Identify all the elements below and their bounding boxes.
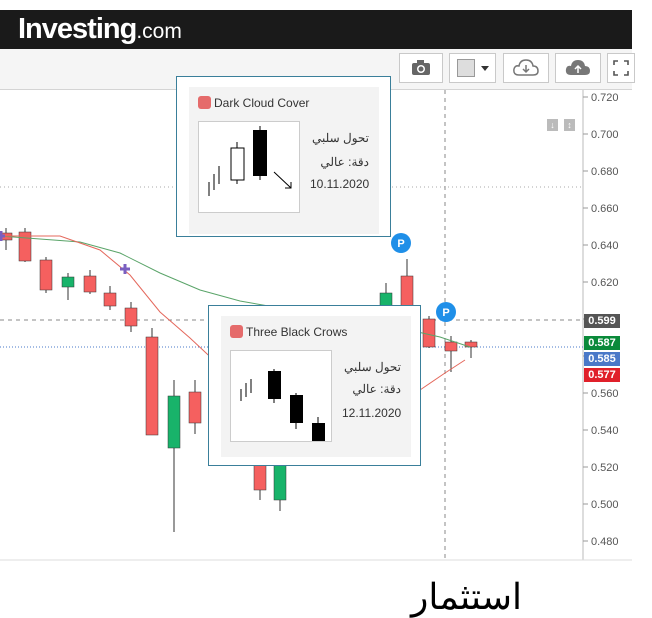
scroll-down-icon[interactable]: ↓	[547, 119, 558, 131]
pattern-tooltip-three-crows: Three Black Crows تحول سلبي دقة: عالي 12…	[208, 305, 421, 466]
tooltip-title: Dark Cloud Cover	[214, 96, 310, 110]
top-strip	[0, 0, 652, 10]
price-tick-label: 0.620	[591, 277, 619, 289]
signal-accuracy: دقة: عالي	[352, 382, 401, 396]
marker-label: P	[397, 238, 404, 250]
candle[interactable]	[464, 340, 478, 358]
signal-type: تحول سلبي	[312, 131, 369, 145]
marker-label: P	[442, 307, 449, 319]
candle[interactable]	[124, 302, 138, 332]
price-tick-label: 0.660	[591, 203, 619, 215]
candle[interactable]	[61, 273, 75, 300]
signal-date: 12.11.2020	[342, 406, 402, 420]
candle[interactable]	[188, 380, 202, 434]
signal-accuracy: دقة: عالي	[320, 155, 369, 169]
color-swatch	[456, 59, 475, 77]
price-tick-label: 0.520	[591, 462, 619, 474]
candle[interactable]	[83, 270, 97, 294]
candle[interactable]	[145, 328, 159, 436]
price-tick-label: 0.700	[591, 129, 619, 141]
price-label-low: 0.577	[584, 368, 620, 382]
price-label-last: 0.599	[584, 314, 620, 328]
chart-toolbar	[0, 49, 635, 90]
cloud-upload-button[interactable]	[555, 53, 601, 83]
price-tick-label: 0.560	[591, 388, 619, 400]
price-tick-label: 0.480	[591, 536, 619, 548]
signal-date: 10.11.2020	[310, 177, 370, 191]
price-label-current: 0.585	[584, 352, 620, 366]
logo-main: Investing	[18, 13, 137, 45]
expand-icon[interactable]: ↕	[564, 119, 575, 131]
candle[interactable]	[422, 316, 436, 348]
fullscreen-button[interactable]	[607, 53, 635, 83]
bear-icon	[198, 96, 211, 109]
cloud-download-button[interactable]	[503, 53, 549, 83]
site-header: Investing.com	[0, 10, 632, 49]
price-tick-label: 0.540	[591, 425, 619, 437]
price-tick-label: 0.640	[591, 240, 619, 252]
cloud-upload-icon	[565, 60, 590, 75]
tooltip-card: Three Black Crows تحول سلبي دقة: عالي 12…	[221, 316, 411, 457]
price-tick-label: 0.720	[591, 92, 619, 104]
pattern-thumbnail	[198, 121, 300, 213]
candle[interactable]	[39, 257, 53, 293]
price-label-high: 0.587	[584, 336, 620, 350]
pattern-marker[interactable]: P	[391, 233, 411, 253]
pattern-thumbnail	[230, 350, 332, 442]
candle[interactable]	[18, 228, 32, 262]
color-picker-button[interactable]	[449, 53, 496, 83]
candle[interactable]	[103, 286, 117, 310]
pattern-tooltip-dark-cloud: Dark Cloud Cover تحول سلبي دقة: عالي 10.…	[176, 76, 391, 237]
investing-logo[interactable]: Investing.com	[18, 12, 182, 49]
chevron-down-icon	[480, 65, 489, 71]
camera-button[interactable]	[399, 53, 443, 83]
tooltip-title: Three Black Crows	[246, 325, 348, 339]
price-tick-label: 0.500	[591, 499, 619, 511]
signal-type: تحول سلبي	[344, 360, 401, 374]
cross-marker	[0, 231, 5, 241]
tooltip-card: Dark Cloud Cover تحول سلبي دقة: عالي 10.…	[189, 87, 379, 234]
candle[interactable]	[444, 336, 458, 372]
cross-marker	[120, 264, 130, 274]
watermark: استثمار	[411, 577, 523, 618]
pattern-marker[interactable]: P	[436, 302, 456, 322]
candle[interactable]	[167, 380, 181, 532]
price-tick-label: 0.680	[591, 166, 619, 178]
fullscreen-icon	[613, 60, 629, 76]
camera-icon	[412, 60, 430, 75]
bear-icon	[230, 325, 243, 338]
logo-suffix: .com	[136, 20, 182, 43]
cloud-download-icon	[513, 59, 539, 76]
